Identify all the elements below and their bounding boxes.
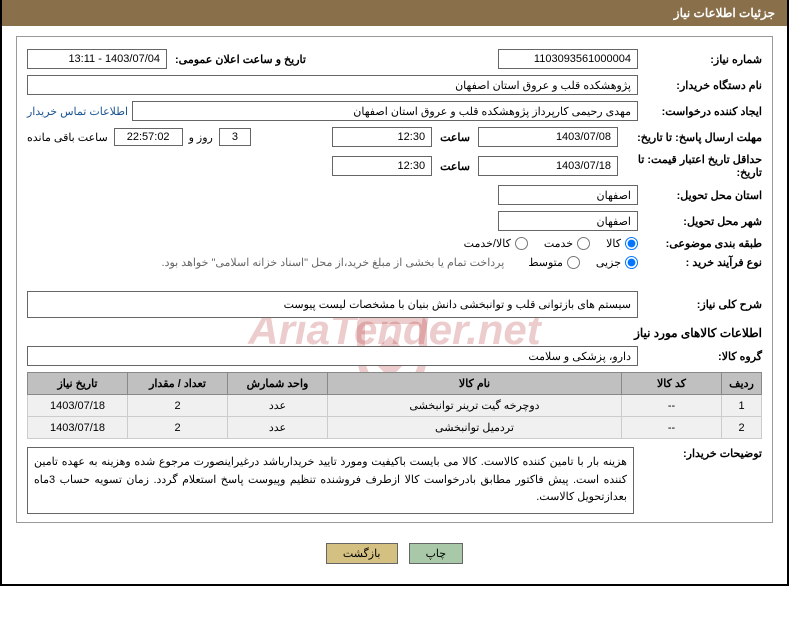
radio-goods[interactable]: کالا [606,237,638,250]
radio-service[interactable]: خدمت [544,237,590,250]
th-name: نام کالا [328,373,622,395]
th-row: ردیف [722,373,762,395]
response-deadline-time: 12:30 [332,127,432,147]
response-deadline-label: مهلت ارسال پاسخ: تا تاریخ: [622,131,762,144]
buyer-device-label: نام دستگاه خریدار: [642,79,762,92]
countdown-remaining: ساعت باقی مانده [27,131,108,144]
countdown: 3 روز و 22:57:02 ساعت باقی مانده [27,128,251,146]
table-header-row: ردیف کد کالا نام کالا واحد شمارش تعداد /… [28,373,762,395]
need-number-value: 1103093561000004 [498,49,638,69]
delivery-province-label: استان محل تحویل: [642,189,762,202]
delivery-city-label: شهر محل تحویل: [642,215,762,228]
countdown-days-label: روز و [189,131,213,144]
contact-link[interactable]: اطلاعات تماس خریدار [27,105,128,118]
buyer-notes-value: هزینه بار با تامین کننده کالاست. کالا می… [27,447,634,514]
countdown-days: 3 [219,128,251,146]
delivery-city-value: اصفهان [498,211,638,231]
buyer-device-value: پژوهشکده قلب و عروق استان اصفهان [27,75,638,95]
radio-partial[interactable]: جزیی [596,256,638,269]
subject-category-label: طبقه بندی موضوعی: [642,237,762,250]
min-validity-label: حداقل تاریخ اعتبار قیمت: تا تاریخ: [622,153,762,179]
print-button[interactable]: چاپ [409,543,464,564]
goods-info-title: اطلاعات کالاهای مورد نیاز [27,326,762,340]
goods-group-label: گروه کالا: [642,350,762,363]
need-desc-value: سیستم های بازتوانی قلب و توانبخشی دانش ب… [27,291,638,318]
page-header: جزئیات اطلاعات نیاز [2,0,787,26]
th-unit: واحد شمارش [228,373,328,395]
min-validity-time: 12:30 [332,156,432,176]
delivery-province-value: اصفهان [498,185,638,205]
need-desc-label: شرح کلی نیاز: [642,298,762,311]
main-details-section: شماره نیاز: 1103093561000004 تاریخ و ساع… [16,36,773,523]
goods-table: ردیف کد کالا نام کالا واحد شمارش تعداد /… [27,372,762,439]
th-qty: تعداد / مقدار [128,373,228,395]
radio-medium[interactable]: متوسط [528,256,580,269]
countdown-clock: 22:57:02 [114,128,183,146]
requester-value: مهدی رحیمی کارپرداز پژوهشکده قلب و عروق … [132,101,638,121]
announce-date-label: تاریخ و ساعت اعلان عمومی: [171,53,310,66]
table-row: 2 -- تردمیل توانبخشی عدد 2 1403/07/18 [28,417,762,439]
min-validity-time-label: ساعت [436,160,474,173]
th-code: کد کالا [622,373,722,395]
th-date: تاریخ نیاز [28,373,128,395]
purchase-process-label: نوع فرآیند خرید : [642,256,762,269]
subject-category-group: کالا خدمت کالا/خدمت [464,237,638,250]
buyer-notes-label: توضیحات خریدار: [642,447,762,460]
requester-label: ایجاد کننده درخواست: [642,105,762,118]
button-row: چاپ بازگشت [16,533,773,574]
goods-group-value: دارو، پزشکی و سلامت [27,346,638,366]
radio-both[interactable]: کالا/خدمت [464,237,528,250]
announce-date-value: 1403/07/04 - 13:11 [27,49,167,69]
response-time-label: ساعت [436,131,474,144]
table-row: 1 -- دوچرخه گیت ترینر توانبخشی عدد 2 140… [28,395,762,417]
min-validity-date: 1403/07/18 [478,156,618,176]
page-title: جزئیات اطلاعات نیاز [674,6,775,20]
need-number-label: شماره نیاز: [642,53,762,66]
purchase-note: پرداخت تمام یا بخشی از مبلغ خرید،از محل … [162,256,505,269]
purchase-process-group: جزیی متوسط [528,256,638,269]
back-button[interactable]: بازگشت [326,543,398,564]
response-deadline-date: 1403/07/08 [478,127,618,147]
